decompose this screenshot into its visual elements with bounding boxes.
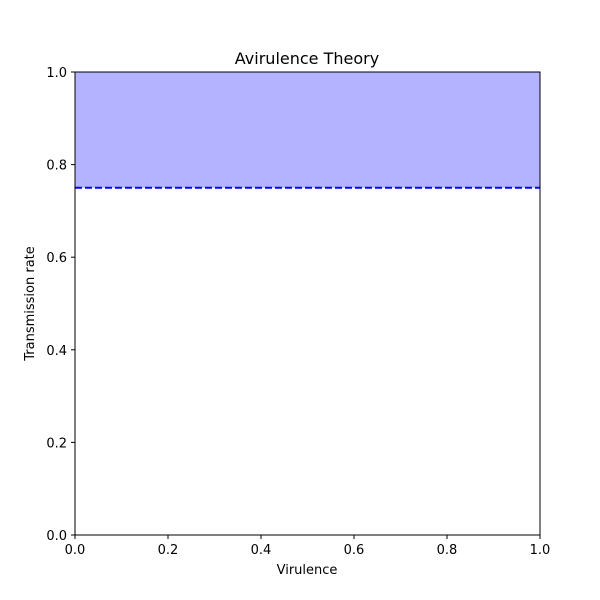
y-tick-label: 1.0	[46, 66, 67, 81]
x-tick-label: 0.8	[437, 543, 458, 558]
y-tick-label: 0.4	[46, 344, 67, 359]
x-tick-label: 0.0	[65, 543, 86, 558]
x-tick-label: 0.6	[344, 543, 365, 558]
x-tick-label: 0.4	[251, 543, 272, 558]
axes-frame	[74, 71, 541, 536]
x-axis-label: Virulence	[277, 563, 338, 578]
y-tick-label: 0.6	[46, 251, 67, 266]
fill-region-0	[75, 72, 540, 188]
axes: 0.0 0.2 0.4 0.6 0.8 1.0 0.0 0.2 0.4 0.6 0.8 1.0	[46, 66, 550, 558]
x-tick-label: 1.0	[530, 543, 551, 558]
x-tick-label: 0.2	[158, 543, 179, 558]
y-axis-label: Transmission rate	[23, 246, 38, 362]
y-tick-label: 0.0	[46, 529, 67, 544]
chart-title: Avirulence Theory	[235, 49, 379, 68]
y-tick-label: 0.8	[46, 159, 67, 174]
plot-area	[75, 72, 540, 189]
y-tick-label: 0.2	[46, 436, 67, 451]
